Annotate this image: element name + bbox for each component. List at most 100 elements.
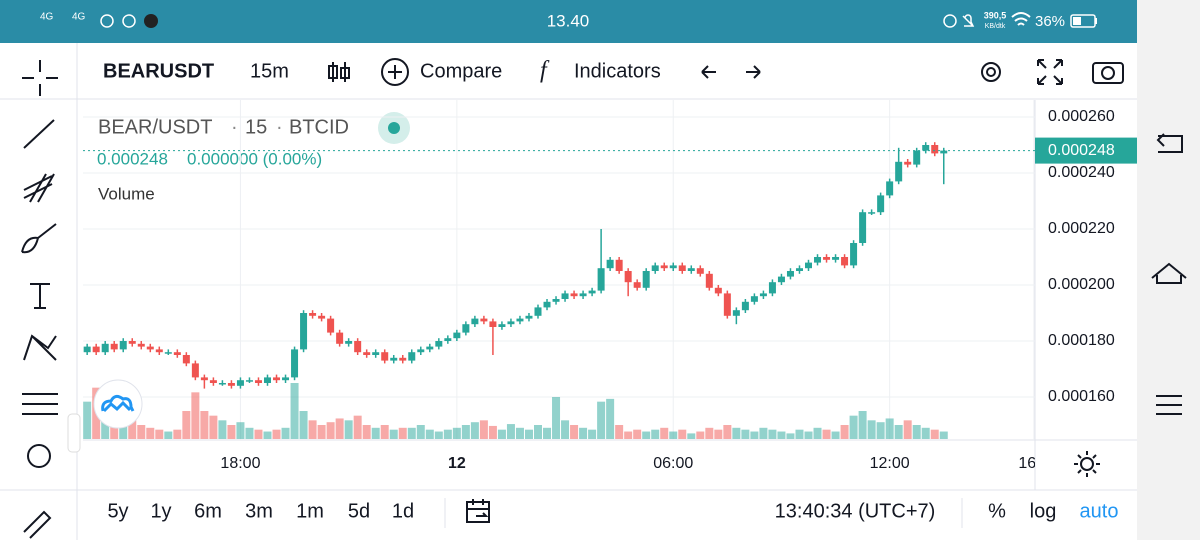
volume-bar — [840, 425, 849, 439]
app-icon — [144, 14, 158, 28]
whatsapp-icon — [100, 14, 114, 28]
volume-bar — [561, 420, 570, 439]
battery-fill — [1073, 17, 1081, 25]
menu-button[interactable] — [1156, 395, 1182, 415]
y-tick-label: 0.000160 — [1048, 388, 1115, 405]
settings-button[interactable] — [981, 62, 1001, 82]
symbol[interactable]: BEARUSDT — [103, 60, 214, 82]
volume-bar — [497, 429, 506, 439]
goto-date-button[interactable] — [466, 499, 490, 523]
volume-bar — [452, 427, 461, 439]
candle-body — [660, 265, 668, 269]
indicators-button[interactable]: Indicators — [574, 60, 661, 82]
volume-bar — [741, 429, 750, 439]
volume-bar — [470, 422, 479, 439]
range-button[interactable]: 1y — [150, 500, 171, 522]
volume-bar — [317, 425, 326, 439]
candle-body — [534, 307, 542, 316]
candle-body — [922, 145, 930, 151]
volume-bar — [750, 431, 759, 439]
snapshot-button[interactable] — [1092, 62, 1124, 84]
back-button[interactable] — [1156, 133, 1183, 153]
candle-body — [868, 212, 876, 214]
range-button[interactable]: 1m — [296, 500, 324, 522]
candle-body — [570, 293, 578, 297]
range-button[interactable]: 1d — [392, 500, 414, 522]
volume-bar — [398, 427, 407, 439]
volume-bar — [128, 420, 137, 439]
legend-exchange: BTCID — [289, 116, 349, 138]
volume-bar — [461, 425, 470, 439]
legend-symbol: BEAR/USDT — [98, 116, 212, 138]
text-tool[interactable] — [30, 283, 50, 309]
volume-bar — [515, 427, 524, 439]
alarm-icon — [943, 14, 957, 28]
range-button[interactable]: 5d — [348, 500, 370, 522]
indicators-icon[interactable]: f — [540, 58, 550, 84]
legend-price: 0.000248 — [97, 149, 168, 168]
volume-bar — [371, 427, 380, 439]
range-button[interactable]: 5y — [107, 500, 128, 522]
fib-tool[interactable] — [23, 173, 55, 203]
logo-badge[interactable] — [93, 379, 143, 429]
x-tick-label: 12 — [448, 455, 466, 472]
candle-body — [191, 363, 199, 378]
candle-body — [832, 257, 840, 260]
candle-body — [435, 341, 443, 347]
candle-body — [300, 313, 308, 350]
time-axis: 18:00 12 06:00 12:00 16:0 — [220, 455, 1035, 472]
volume-bar — [173, 429, 182, 439]
redo-button[interactable] — [746, 65, 761, 79]
candle-body — [904, 161, 912, 165]
clock-utc[interactable]: 13:40:34 (UTC+7) — [775, 500, 936, 522]
volume-bar — [209, 415, 218, 439]
icon-tool[interactable] — [27, 444, 51, 468]
chart-type-button[interactable] — [328, 62, 350, 82]
network-speed: 390,5 — [984, 10, 1007, 20]
compare-icon[interactable] — [381, 58, 409, 86]
compare-button[interactable]: Compare — [420, 60, 502, 82]
volume-bar — [732, 427, 741, 439]
crosshair-tool[interactable] — [22, 60, 58, 96]
trendline-tool[interactable] — [23, 119, 55, 149]
collapse-handle[interactable] — [67, 413, 81, 453]
candle-body — [218, 383, 226, 385]
last-price-label: 0.000248 — [1048, 142, 1115, 159]
volume-bar — [795, 429, 804, 439]
volume-bar — [615, 425, 624, 439]
candle-body — [642, 271, 650, 288]
volume-bar — [858, 411, 867, 439]
prediction-tool[interactable] — [22, 393, 58, 415]
candle-body — [354, 341, 362, 353]
volume-bar — [272, 429, 281, 439]
axis-settings-icon — [1074, 451, 1100, 477]
volume-bar — [678, 429, 687, 439]
candle-body — [525, 315, 533, 319]
auto-toggle[interactable]: auto — [1080, 500, 1119, 522]
candle-body — [453, 332, 461, 339]
candle-body — [471, 318, 479, 325]
axis-settings[interactable] — [1080, 457, 1094, 471]
candle-body — [390, 357, 398, 361]
candle-body — [182, 355, 190, 364]
range-button[interactable]: 3m — [245, 500, 273, 522]
volume-bar — [570, 425, 579, 439]
log-toggle[interactable]: log — [1030, 500, 1057, 522]
measure-tool[interactable] — [23, 510, 52, 539]
pattern-tool[interactable] — [23, 334, 57, 361]
candle-body — [543, 301, 551, 308]
logo — [101, 394, 135, 413]
range-button[interactable]: 6m — [194, 500, 222, 522]
legend-separator: · — [231, 116, 238, 138]
brush-tool[interactable] — [21, 223, 57, 254]
percent-toggle[interactable]: % — [988, 500, 1006, 522]
volume-bar — [281, 427, 290, 439]
candle-body — [417, 349, 425, 353]
home-button[interactable] — [1151, 262, 1187, 284]
fullscreen-button[interactable] — [1037, 59, 1063, 85]
candle-body — [624, 271, 632, 283]
volume-bar — [714, 429, 723, 439]
candle-body — [282, 377, 290, 381]
undo-button[interactable] — [701, 65, 716, 79]
interval[interactable]: 15m — [250, 60, 289, 82]
